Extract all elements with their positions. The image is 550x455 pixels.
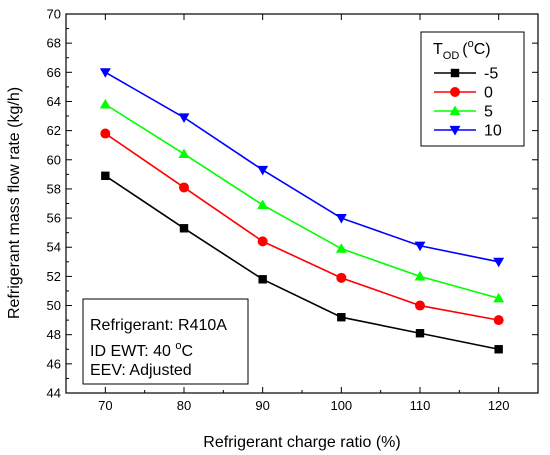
legend-label: 5 xyxy=(484,104,493,121)
data-point xyxy=(493,292,505,303)
data-point xyxy=(493,257,505,268)
annotation-box xyxy=(82,298,249,385)
legend-title-sup: o xyxy=(468,38,474,50)
legend-label: 0 xyxy=(484,85,493,102)
y-tick-label: 52 xyxy=(47,269,61,284)
x-tick-label: 70 xyxy=(98,398,112,413)
legend-title: TOD (oC) xyxy=(433,38,491,62)
y-tick-label: 54 xyxy=(47,240,61,255)
annotation-line-refrigerant: Refrigerant: R410A xyxy=(90,317,227,334)
y-tick-label: 44 xyxy=(47,386,61,401)
data-point xyxy=(99,98,111,109)
data-point xyxy=(335,213,347,224)
legend: TOD (oC) -5 0 5 10 xyxy=(420,31,525,147)
axes-ticks: 70 80 90 100 110 1204446485052545658606264666… xyxy=(47,7,539,413)
x-tick-label: 110 xyxy=(410,398,431,413)
legend-items: -5 0 5 10 xyxy=(434,66,502,140)
data-point xyxy=(414,270,426,281)
data-point xyxy=(99,68,111,78)
series-line xyxy=(104,71,499,263)
y-tick-label: 50 xyxy=(47,298,61,313)
data-point xyxy=(493,315,504,326)
data-point xyxy=(101,171,110,181)
y-tick-label: 68 xyxy=(47,36,61,51)
y-tick-label: 62 xyxy=(47,123,61,138)
data-point xyxy=(257,199,269,210)
legend-title-main: T xyxy=(433,41,443,58)
series-line xyxy=(104,103,499,300)
annotation-line-eev: EEV: Adjusted xyxy=(90,362,192,379)
y-tick-label: 56 xyxy=(47,211,61,226)
x-tick-label: 80 xyxy=(177,398,191,413)
annotation-ewt-suffix: C xyxy=(181,343,193,360)
legend-marker xyxy=(450,68,460,78)
data-point xyxy=(257,236,268,247)
data-point xyxy=(179,182,189,193)
data-point xyxy=(258,275,267,284)
legend-item: 5 xyxy=(434,104,493,121)
legend-label: 10 xyxy=(484,123,502,140)
data-point xyxy=(178,113,190,123)
legend-title-sub: OD xyxy=(443,50,460,62)
data-point xyxy=(179,224,189,233)
data-point xyxy=(337,313,346,322)
annotation-line-ewt: ID EWT: 40 oC xyxy=(90,340,193,360)
legend-box xyxy=(420,31,525,147)
y-tick-label: 58 xyxy=(47,181,61,196)
y-tick-label: 48 xyxy=(47,327,61,342)
y-tick-label: 60 xyxy=(47,152,61,167)
data-point xyxy=(335,243,347,253)
legend-title-paren: ( xyxy=(462,41,468,58)
data-point xyxy=(415,329,425,338)
legend-item: 0 xyxy=(434,85,493,102)
series-10 xyxy=(99,68,505,268)
data-point xyxy=(100,128,111,139)
legend-marker xyxy=(449,125,461,136)
legend-item: 10 xyxy=(434,123,502,140)
series--5 xyxy=(101,171,503,354)
series-layer xyxy=(99,68,505,354)
annotation-ewt-sup: o xyxy=(175,340,181,352)
series-5 xyxy=(99,98,505,303)
y-tick-label: 64 xyxy=(47,94,61,109)
annotation: Refrigerant: R410A ID EWT: 40 oC EEV: Ad… xyxy=(82,298,249,385)
data-point xyxy=(414,241,426,252)
data-point xyxy=(494,345,503,354)
x-axis-label: Refrigerant charge ratio (%) xyxy=(203,434,400,451)
x-tick-label: 100 xyxy=(330,398,352,413)
series-line xyxy=(104,132,499,321)
y-axis-label: Refrigerant mass flow rate (kg/h) xyxy=(6,87,23,319)
x-tick-label: 120 xyxy=(488,398,510,413)
data-point xyxy=(415,300,425,311)
y-tick-label: 46 xyxy=(47,356,61,371)
legend-marker xyxy=(449,105,461,116)
data-point xyxy=(178,148,190,159)
annotation-ewt-prefix: ID EWT: 40 xyxy=(90,343,175,360)
data-point xyxy=(336,272,347,283)
y-tick-label: 70 xyxy=(47,7,61,22)
series-0 xyxy=(100,128,504,326)
legend-title-unit: C) xyxy=(474,41,491,58)
legend-item: -5 xyxy=(434,66,498,83)
series-line xyxy=(104,175,499,351)
data-point xyxy=(257,165,269,176)
y-tick-label: 66 xyxy=(47,65,61,80)
legend-label: -5 xyxy=(484,66,498,83)
legend-marker xyxy=(450,87,460,97)
x-tick-label: 90 xyxy=(255,398,269,413)
